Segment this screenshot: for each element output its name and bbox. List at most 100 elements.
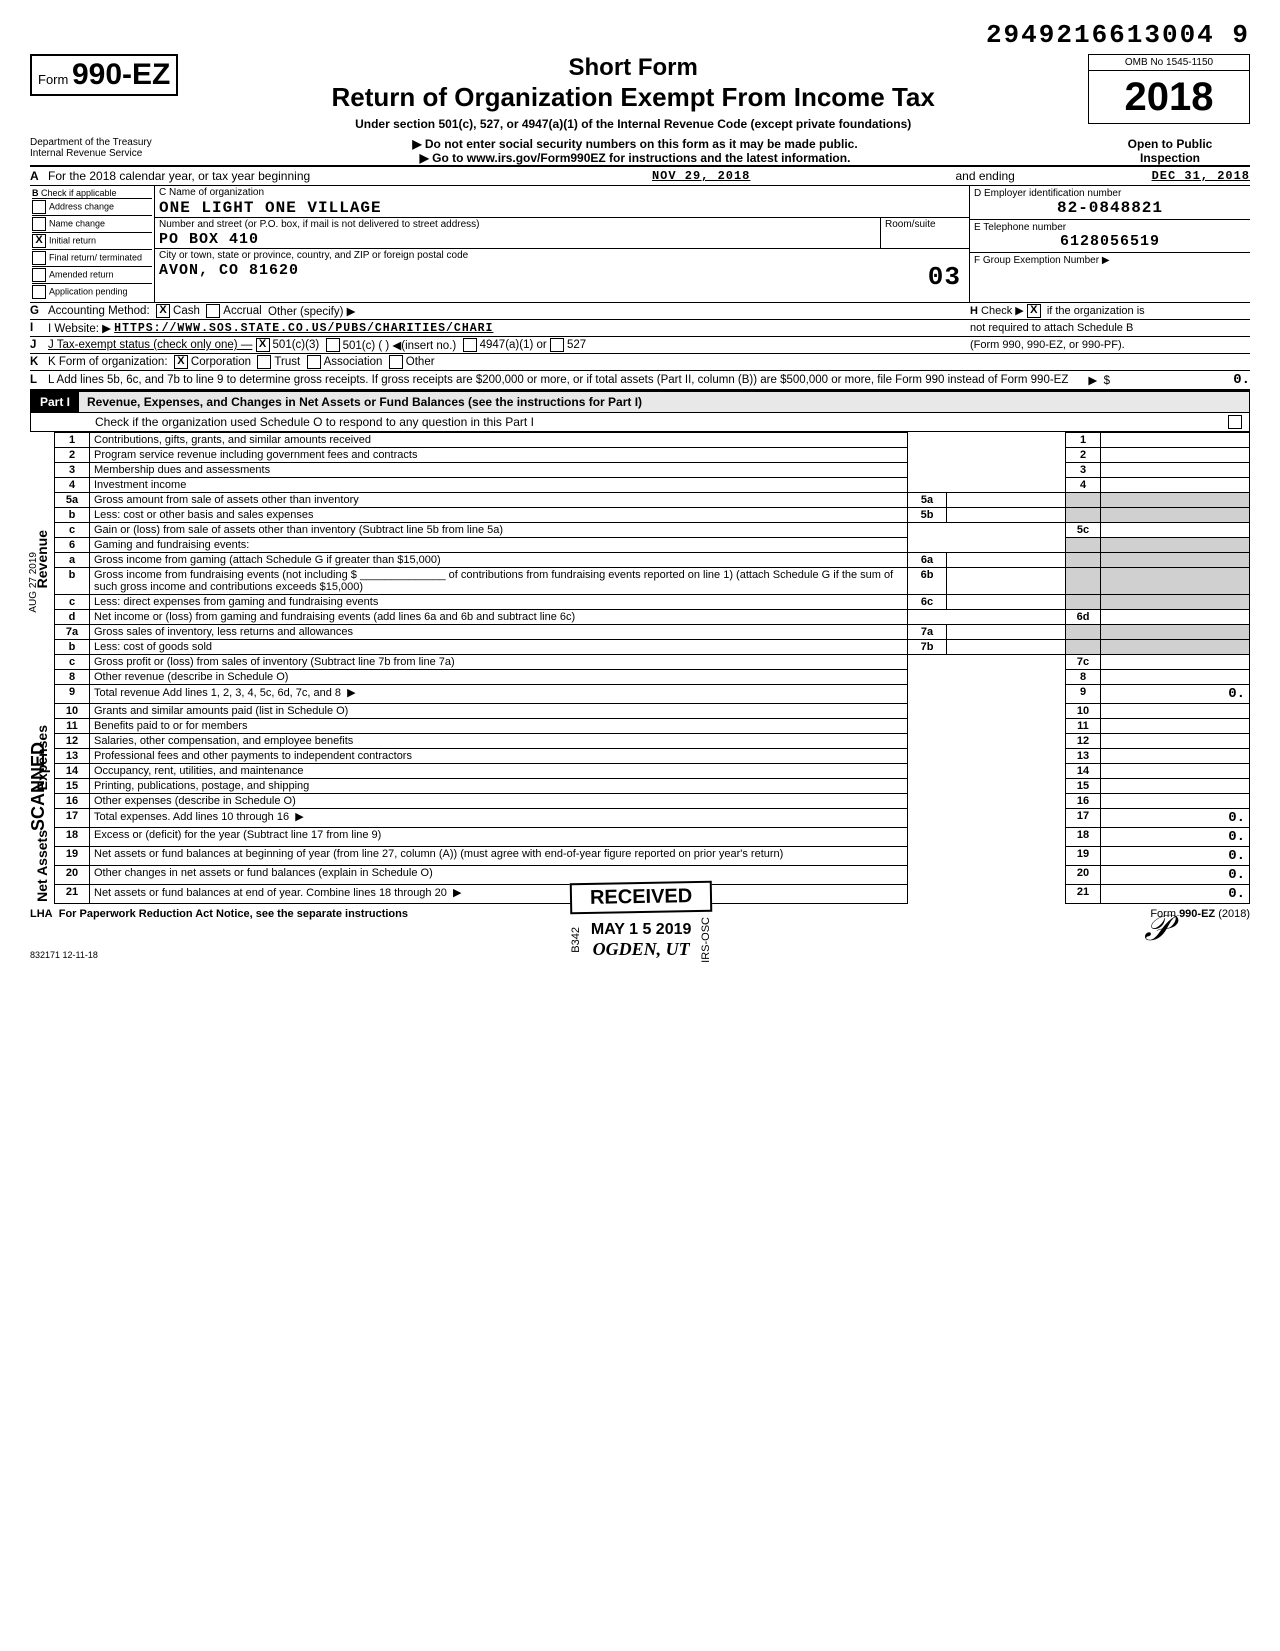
received-date: MAY 1 5 2019 <box>582 921 700 939</box>
chk-4947[interactable] <box>463 338 477 352</box>
chk-b-1[interactable] <box>32 217 46 231</box>
dept-label: Department of the Treasury Internal Reve… <box>30 137 180 165</box>
chk-b-3[interactable] <box>32 251 46 265</box>
chk-koth[interactable] <box>389 355 403 369</box>
table-row: 4Investment income4 <box>55 478 1250 493</box>
opt-501c: 501(c) ( ) ◀(insert no.) <box>343 338 457 352</box>
group-exemption: F Group Exemption Number ▶ <box>970 253 1250 268</box>
line-l: L Add lines 5b, 6c, and 7b to line 9 to … <box>48 374 1088 386</box>
period-end: DEC 31, 2018 <box>1152 169 1250 183</box>
main-table: 1Contributions, gifts, grants, and simil… <box>54 432 1250 904</box>
chk-501c[interactable] <box>326 338 340 352</box>
notice-2: Go to www.irs.gov/Form990EZ for instruct… <box>180 151 1090 165</box>
chk-trust[interactable] <box>257 355 271 369</box>
chk-b-4[interactable] <box>32 268 46 282</box>
opt-trust: Trust <box>274 356 300 368</box>
c-city-label: City or town, state or province, country… <box>155 249 969 262</box>
table-row: 2Program service revenue including gover… <box>55 448 1250 463</box>
org-addr: PO BOX 410 <box>155 231 880 248</box>
table-row: aGross income from gaming (attach Schedu… <box>55 553 1250 568</box>
form-number: 990-EZ <box>72 58 170 91</box>
table-row: 9Total revenue Add lines 1, 2, 3, 4, 5c,… <box>55 685 1250 704</box>
table-row: cLess: direct expenses from gaming and f… <box>55 595 1250 610</box>
table-row: 15Printing, publications, postage, and s… <box>55 779 1250 794</box>
table-row: 13Professional fees and other payments t… <box>55 749 1250 764</box>
scanned-stamp: SCANNED <box>28 742 49 831</box>
title-short: Short Form <box>178 54 1088 82</box>
opt-koth: Other <box>406 356 435 368</box>
ein: 82-0848821 <box>974 199 1246 217</box>
table-row: cGross profit or (loss) from sales of in… <box>55 655 1250 670</box>
chk-b-2[interactable]: X <box>32 234 46 248</box>
opt-accrual: Accrual <box>223 305 261 317</box>
tax-year: 2018 <box>1089 71 1249 123</box>
opt-other: Other (specify) ▶ <box>268 304 355 318</box>
aug-stamp: AUG 27 2019 <box>28 552 39 613</box>
table-row: 5aGross amount from sale of assets other… <box>55 493 1250 508</box>
open-public: Open to Public Inspection <box>1090 137 1250 165</box>
part1-check: Check if the organization used Schedule … <box>95 415 1228 429</box>
room-suite: Room/suite <box>880 218 969 248</box>
chk-corp[interactable]: X <box>174 355 188 369</box>
table-row: 17Total expenses. Add lines 10 through 1… <box>55 809 1250 828</box>
omb-number: OMB No 1545-1150 <box>1089 55 1249 71</box>
period-begin: NOV 29, 2018 <box>652 169 750 183</box>
chk-527[interactable] <box>550 338 564 352</box>
footer-left: For Paperwork Reduction Act Notice, see … <box>59 908 408 920</box>
opt-cash: Cash <box>173 305 200 317</box>
received-side2: IRS-OSC <box>700 917 712 963</box>
line-h: H Check ▶ X if the organization is <box>970 304 1250 318</box>
opt-corp: Corporation <box>191 356 251 368</box>
table-row: 10Grants and similar amounts paid (list … <box>55 704 1250 719</box>
line-j: J Tax-exempt status (check only one) — <box>48 339 252 351</box>
form-prefix: Form <box>38 72 68 87</box>
chk-cash[interactable]: X <box>156 304 170 318</box>
table-row: 11Benefits paid to or for members11 <box>55 719 1250 734</box>
table-row: bGross income from fundraising events (n… <box>55 568 1250 595</box>
table-row: cGain or (loss) from sale of assets othe… <box>55 523 1250 538</box>
line-a-mid: and ending <box>955 169 1014 183</box>
table-row: 12Salaries, other compensation, and empl… <box>55 734 1250 749</box>
org-name: ONE LIGHT ONE VILLAGE <box>155 199 969 217</box>
chk-b-5[interactable] <box>32 285 46 299</box>
table-row: 19Net assets or fund balances at beginni… <box>55 847 1250 866</box>
chk-schedo[interactable] <box>1228 415 1242 429</box>
chk-b-0[interactable] <box>32 200 46 214</box>
line-h2: not required to attach Schedule B <box>970 322 1250 334</box>
c-name-label: C Name of organization <box>155 186 969 199</box>
table-row: 8Other revenue (describe in Schedule O)8 <box>55 670 1250 685</box>
chk-501c3[interactable]: X <box>256 338 270 352</box>
table-row: 1Contributions, gifts, grants, and simil… <box>55 433 1250 448</box>
line-a-label: For the 2018 calendar year, or tax year … <box>48 169 310 183</box>
chk-accrual[interactable] <box>206 304 220 318</box>
chk-assoc[interactable] <box>307 355 321 369</box>
form-badge: Form 990-EZ <box>30 54 178 96</box>
line-i-label: I Website: ▶ <box>48 321 111 335</box>
notice-1: Do not enter social security numbers on … <box>180 137 1090 151</box>
part1-title: Revenue, Expenses, and Changes in Net As… <box>79 395 642 409</box>
phone-label: E Telephone number <box>974 222 1246 233</box>
received-side1: B342 <box>570 927 582 953</box>
table-row: dNet income or (loss) from gaming and fu… <box>55 610 1250 625</box>
title-sub: Under section 501(c), 527, or 4947(a)(1)… <box>178 117 1088 131</box>
footer-lha: LHA <box>30 908 53 920</box>
table-row: 16Other expenses (describe in Schedule O… <box>55 794 1250 809</box>
received-stamp: RECEIVED B342 MAY 1 5 2019 OGDEN, UT IRS… <box>570 882 712 963</box>
title-main: Return of Organization Exempt From Incom… <box>178 82 1088 113</box>
ein-label: D Employer identification number <box>974 188 1246 199</box>
table-row: bLess: cost of goods sold7b <box>55 640 1250 655</box>
opt-527: 527 <box>567 339 586 351</box>
opt-assoc: Association <box>324 356 383 368</box>
table-row: 3Membership dues and assessments3 <box>55 463 1250 478</box>
line-k: K Form of organization: <box>48 356 168 368</box>
table-row: 14Occupancy, rent, utilities, and mainte… <box>55 764 1250 779</box>
phone: 6128056519 <box>974 233 1246 250</box>
signature: 𝒫 <box>1144 907 1170 950</box>
website: HTTPS://WWW.SOS.STATE.CO.US/PUBS/CHARITI… <box>114 322 493 335</box>
received-place: OGDEN, UT <box>582 939 700 960</box>
table-row: 6Gaming and fundraising events: <box>55 538 1250 553</box>
table-row: bLess: cost or other basis and sales exp… <box>55 508 1250 523</box>
part1-num: Part I <box>31 392 79 412</box>
table-row: 7aGross sales of inventory, less returns… <box>55 625 1250 640</box>
doc-number: 2949216613004 9 <box>30 20 1250 50</box>
